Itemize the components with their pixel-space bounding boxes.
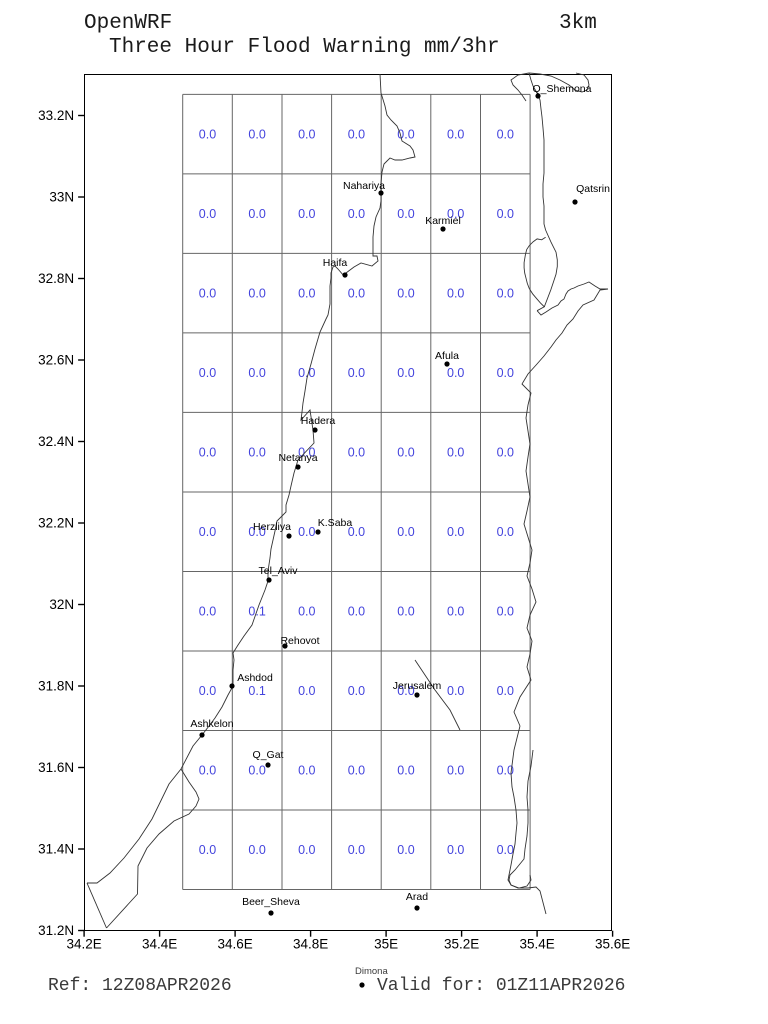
svg-text:Tel_Aviv: Tel_Aviv (259, 565, 299, 577)
svg-text:Netanya: Netanya (278, 452, 317, 464)
svg-text:0.0: 0.0 (447, 764, 464, 778)
svg-text:0.0: 0.0 (199, 605, 216, 619)
svg-text:32N: 32N (49, 597, 74, 612)
svg-text:32.6N: 32.6N (38, 353, 74, 368)
svg-text:35.6E: 35.6E (595, 937, 630, 952)
svg-text:0.0: 0.0 (447, 287, 464, 301)
svg-text:K.Saba: K.Saba (318, 517, 353, 529)
svg-text:0.0: 0.0 (199, 287, 216, 301)
svg-text:0.0: 0.0 (348, 128, 365, 142)
svg-text:Beer_Sheva: Beer_Sheva (242, 896, 300, 908)
svg-text:0.0: 0.0 (497, 287, 514, 301)
svg-text:31.6N: 31.6N (38, 760, 74, 775)
svg-text:0.0: 0.0 (199, 207, 216, 221)
svg-text:Karmiel: Karmiel (425, 215, 461, 227)
svg-text:Q_Shemona: Q_Shemona (533, 83, 592, 95)
svg-text:0.0: 0.0 (497, 684, 514, 698)
svg-text:0.0: 0.0 (199, 684, 216, 698)
svg-text:0.0: 0.0 (199, 843, 216, 857)
svg-text:0.0: 0.0 (348, 605, 365, 619)
svg-text:0.0: 0.0 (447, 128, 464, 142)
svg-text:Q_Gat: Q_Gat (253, 749, 284, 761)
svg-text:0.0: 0.0 (248, 287, 265, 301)
svg-text:0.0: 0.0 (298, 605, 315, 619)
svg-text:0.0: 0.0 (298, 764, 315, 778)
svg-text:Ashdod: Ashdod (237, 672, 273, 684)
svg-text:0.0: 0.0 (447, 684, 464, 698)
svg-text:0.0: 0.0 (397, 525, 414, 539)
svg-text:0.0: 0.0 (348, 843, 365, 857)
svg-text:35E: 35E (374, 937, 398, 952)
svg-text:0.0: 0.0 (497, 605, 514, 619)
svg-text:0.0: 0.0 (497, 446, 514, 460)
svg-text:0.0: 0.0 (397, 605, 414, 619)
svg-text:Nahariya: Nahariya (343, 180, 385, 192)
svg-text:0.0: 0.0 (447, 605, 464, 619)
svg-text:0.0: 0.0 (348, 764, 365, 778)
svg-text:0.0: 0.0 (298, 684, 315, 698)
svg-text:34.2E: 34.2E (66, 937, 101, 952)
svg-text:Ashkelon: Ashkelon (190, 718, 233, 730)
svg-text:0.0: 0.0 (397, 366, 414, 380)
svg-text:Hadera: Hadera (301, 415, 336, 427)
svg-text:0.0: 0.0 (298, 843, 315, 857)
svg-text:0.0: 0.0 (348, 287, 365, 301)
svg-text:34.4E: 34.4E (142, 937, 177, 952)
svg-text:0.0: 0.0 (199, 764, 216, 778)
svg-text:0.0: 0.0 (447, 446, 464, 460)
svg-text:Rehovot: Rehovot (280, 635, 319, 647)
svg-text:0.0: 0.0 (298, 525, 315, 539)
svg-text:Jerusalem: Jerusalem (393, 680, 442, 692)
svg-text:0.0: 0.0 (497, 366, 514, 380)
svg-text:Haifa: Haifa (323, 257, 348, 269)
svg-text:0.0: 0.0 (348, 446, 365, 460)
svg-text:0.0: 0.0 (397, 843, 414, 857)
svg-text:Afula: Afula (435, 350, 459, 362)
svg-text:0.0: 0.0 (397, 128, 414, 142)
svg-text:0.0: 0.0 (199, 525, 216, 539)
svg-text:0.1: 0.1 (248, 684, 265, 698)
svg-text:0.0: 0.0 (199, 446, 216, 460)
svg-text:31.4N: 31.4N (38, 842, 74, 857)
svg-text:Arad: Arad (406, 891, 428, 903)
svg-text:0.0: 0.0 (397, 446, 414, 460)
svg-text:35.4E: 35.4E (519, 937, 554, 952)
svg-text:33N: 33N (49, 190, 74, 205)
svg-text:0.0: 0.0 (248, 446, 265, 460)
svg-text:35.2E: 35.2E (444, 937, 479, 952)
svg-text:0.0: 0.0 (248, 764, 265, 778)
svg-text:0.0: 0.0 (497, 128, 514, 142)
svg-text:0.0: 0.0 (447, 843, 464, 857)
svg-text:0.0: 0.0 (497, 207, 514, 221)
svg-text:0.0: 0.0 (348, 366, 365, 380)
svg-text:0.0: 0.0 (447, 525, 464, 539)
svg-text:32.2N: 32.2N (38, 516, 74, 531)
svg-text:0.0: 0.0 (298, 287, 315, 301)
svg-text:33.2N: 33.2N (38, 108, 74, 123)
svg-text:0.0: 0.0 (397, 764, 414, 778)
svg-text:0.0: 0.0 (298, 207, 315, 221)
svg-text:Qatsrin: Qatsrin (576, 183, 610, 195)
svg-text:0.0: 0.0 (248, 843, 265, 857)
svg-text:Herzliya: Herzliya (253, 521, 291, 533)
svg-text:0.0: 0.0 (199, 128, 216, 142)
svg-text:0.0: 0.0 (397, 287, 414, 301)
svg-text:34.6E: 34.6E (217, 937, 252, 952)
svg-text:32.4N: 32.4N (38, 434, 74, 449)
svg-text:32.8N: 32.8N (38, 271, 74, 286)
svg-text:34.8E: 34.8E (293, 937, 328, 952)
svg-text:0.0: 0.0 (348, 207, 365, 221)
svg-text:0.0: 0.0 (497, 525, 514, 539)
svg-text:31.8N: 31.8N (38, 679, 74, 694)
svg-text:0.0: 0.0 (248, 128, 265, 142)
svg-text:0.0: 0.0 (199, 366, 216, 380)
svg-text:0.0: 0.0 (348, 684, 365, 698)
svg-text:0.0: 0.0 (248, 366, 265, 380)
svg-text:0.0: 0.0 (397, 207, 414, 221)
svg-text:0.0: 0.0 (497, 843, 514, 857)
svg-text:0.0: 0.0 (298, 128, 315, 142)
svg-text:0.0: 0.0 (447, 366, 464, 380)
svg-text:0.0: 0.0 (248, 207, 265, 221)
